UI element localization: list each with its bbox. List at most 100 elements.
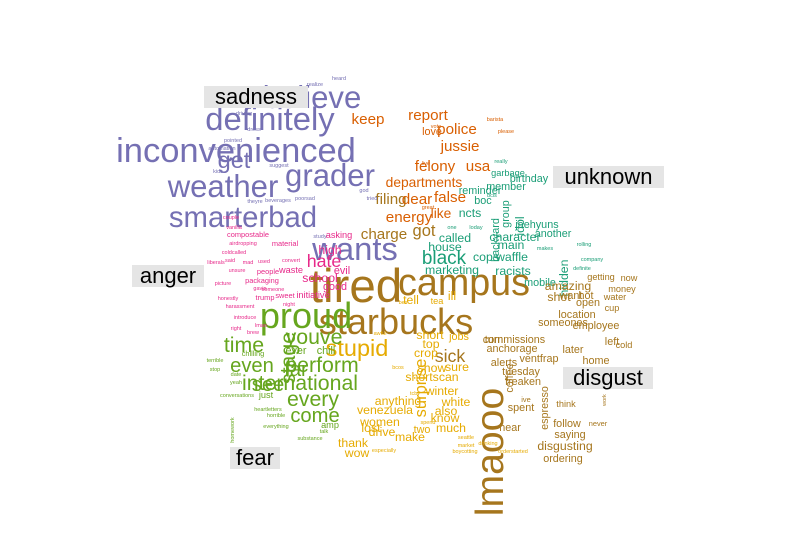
word-see: see [252,374,285,396]
group-label-unknown: unknown [553,164,664,189]
word-two: two [414,424,431,436]
group-labels: sadness unknown anger disgust fear [132,84,664,470]
word-pointed: pointed [224,138,242,144]
word-mad: mad [243,260,254,266]
word-smarterbad: smarterbad [169,201,317,234]
word-open: open [576,297,600,309]
word-cup: cup [605,303,620,313]
group-label-text: sadness [215,84,297,109]
word-garbage: garbage [491,168,525,178]
word-study: study [313,234,326,240]
word-felony: felony [415,158,456,175]
word-international: international [242,371,358,395]
group-label-fear: fear [230,445,280,470]
word-picture: picture [215,281,232,287]
word-coffee: coffee [504,363,516,392]
group-label-box [553,166,664,188]
group-label-sadness: sadness [204,84,308,109]
word-far: far [284,359,308,381]
word-later: later [562,344,583,356]
word-tired: tired [310,260,402,313]
word-rolling: rolling [577,242,592,248]
group-label-box [204,86,308,108]
word-usa: usa [466,158,491,175]
word-come: come [290,405,339,427]
word-unsure: unsure [229,268,246,274]
word-please: please [498,129,514,135]
word-suggest: suggest [269,163,289,169]
word-heartletters: heartletters [254,407,282,413]
word-ventfrap: ventfrap [519,353,558,365]
word-definite: definite [573,266,591,272]
word-much: much [436,421,466,435]
word-hot: hot [578,290,593,302]
word-inconvenienced: inconvenienced [116,132,356,170]
word-everything: everything [263,424,288,430]
word-make: make [395,430,425,444]
word-departments: departments [386,175,463,190]
word-money: money [608,284,636,294]
word-youve: youve [286,325,343,349]
word-one: one [447,225,456,231]
word-sick: sick [435,346,466,366]
word-short: short [416,328,444,342]
word-police: police [437,121,477,138]
word-tea: tea [431,296,445,306]
word-bes: bes [399,300,408,306]
word-asking: asking [326,230,353,240]
word-drinking: drinking [478,441,497,447]
word-conversations: conversations [220,393,254,399]
word-lmao: lmao [255,323,267,329]
word-automation: automation [208,146,235,152]
word-poorsad: poorsad [295,196,315,202]
word-filing: filing [375,191,406,208]
word-character: character [489,230,540,244]
word-energy: energy [386,209,433,226]
word-someones: someones [538,317,588,329]
word-couple: couple [223,215,239,221]
group-label-box [230,447,280,469]
word-amp: amp [321,420,339,430]
word-jobs: jobs [448,331,469,343]
word-stop: stop [210,367,220,373]
word-compostable: compostable [227,230,269,239]
word-orderstarted: orderstarted [498,449,528,455]
word-love: love [422,126,442,138]
group-label-text: anger [140,263,196,288]
word-perform: perform [285,353,358,377]
word-evil: evil [334,265,350,277]
word-night: night [283,302,295,308]
word-chill: chill [317,345,336,357]
word-makes: makes [537,246,553,252]
word-horrible: horrible [267,413,285,419]
word-sweet: sweet [275,291,294,300]
word-bcos: bcos [392,365,404,371]
word-white: white [441,395,471,409]
word-talk: talk [320,429,329,435]
word-keep: keep [352,111,385,128]
word-surprise: surprise [412,359,430,418]
word-liberals: liberals [207,260,225,266]
word-mobile: mobile [524,277,556,289]
word-employee: employee [573,320,620,332]
word-marketing: marketing [425,263,479,277]
word-jaehyuns: jaehyuns [514,219,559,231]
word-reminder: reminder [459,185,502,197]
word-ever: ever [285,345,306,357]
word-tuesday: tuesday [502,366,540,378]
word-member: member [486,181,526,193]
group-label-text: unknown [564,164,652,189]
word-seattle: seattle [458,435,474,441]
word-even: even [230,355,274,377]
word-location: location [558,309,595,321]
word-saying: saying [554,429,585,441]
word-stage: stage [276,332,300,384]
word-time: time [224,333,264,357]
word-tell: tell [403,293,419,307]
word-boycotting: boycotting [452,449,477,455]
word-bcis: bcis [487,193,497,199]
word-harassment: harassment [226,304,255,310]
word-hear: hear [499,422,521,434]
word-wow: wow [344,446,370,460]
word-main: main [498,238,525,252]
